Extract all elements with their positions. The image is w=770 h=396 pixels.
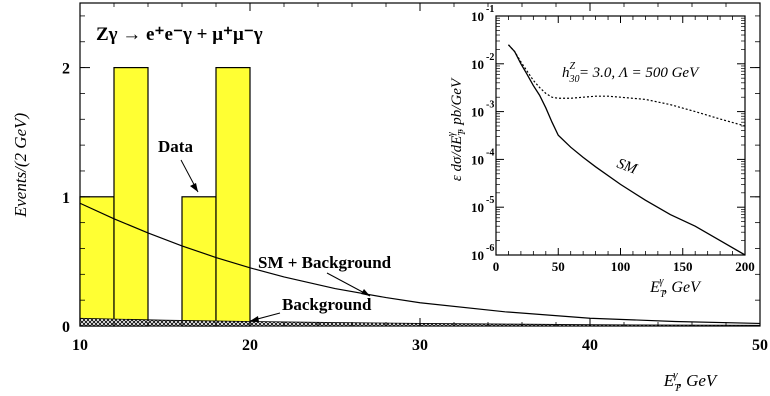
inset-ytick-label-1: 10 xyxy=(471,57,484,72)
inset-label-anomalous: h30Z = 3.0, Λ = 500 GeV xyxy=(562,61,700,85)
inset-label-sm: SM xyxy=(615,156,641,178)
main-x-axis-label: ETγ, GeV xyxy=(663,369,719,394)
sm-background-curve xyxy=(79,202,761,325)
main-y-axis-label: Events/(2 GeV) xyxy=(11,113,30,219)
data-bar-1 xyxy=(113,66,149,327)
inset-anomalous-curve xyxy=(508,44,746,127)
main-xtick-label-4: 50 xyxy=(752,337,768,354)
inset-x-axis-label: ETγ, GeV xyxy=(649,276,702,300)
arrow-background-head xyxy=(250,316,259,322)
inset-curves xyxy=(507,44,746,256)
data-histogram xyxy=(79,66,251,327)
inset-ytick-exp-0: -1 xyxy=(486,4,494,15)
inset-xtick-label-2: 100 xyxy=(611,259,631,274)
inset-xtick-label-3: 150 xyxy=(673,259,693,274)
inset-xtick-label-4: 200 xyxy=(735,259,755,274)
data-bar-3 xyxy=(215,66,251,327)
main-xtick-label-0: 10 xyxy=(72,337,88,354)
inset-ytick-exp-4: -5 xyxy=(486,195,494,206)
inset-ytick-exp-1: -2 xyxy=(486,52,494,63)
chart-title: Zγ → e⁺e⁻γ + μ⁺μ⁻γ xyxy=(96,24,263,45)
label-data: Data xyxy=(158,137,193,156)
main-axis-ticks: 10 20 30 40 50 0 1 2 xyxy=(62,3,768,354)
main-xtick-label-3: 40 xyxy=(582,337,598,354)
inset-ytick-exp-3: -4 xyxy=(486,147,494,158)
inset-plot-frame xyxy=(495,15,746,256)
inset-ytick-label-3: 10 xyxy=(471,152,484,167)
inset-ytick-exp-2: -3 xyxy=(486,100,494,111)
inset-sm-curve xyxy=(507,44,746,256)
inset-ytick-exp-5: -6 xyxy=(486,243,494,254)
inset-xtick-label-0: 0 xyxy=(493,259,500,274)
main-ytick-label-0: 0 xyxy=(62,319,70,336)
main-ytick-label-1: 1 xyxy=(62,190,70,207)
inset-ytick-label-0: 10 xyxy=(471,9,484,24)
label-sm-background: SM + Background xyxy=(258,253,392,272)
arrow-data-head xyxy=(190,183,198,192)
main-xtick-label-1: 20 xyxy=(242,337,258,354)
inset-y-axis-label: ε dσ/dETγ, pb/GeV xyxy=(446,77,468,181)
main-ytick-label-2: 2 xyxy=(62,61,70,78)
arrow-sm-background-head xyxy=(361,289,370,296)
data-bar-2 xyxy=(181,196,217,327)
inset-ytick-label-2: 10 xyxy=(471,105,484,120)
inset-ytick-label-5: 10 xyxy=(471,248,484,263)
inset-ytick-label-4: 10 xyxy=(471,200,484,215)
main-xtick-label-2: 30 xyxy=(412,337,428,354)
inset-xtick-label-1: 50 xyxy=(552,259,565,274)
label-background: Background xyxy=(282,295,372,314)
